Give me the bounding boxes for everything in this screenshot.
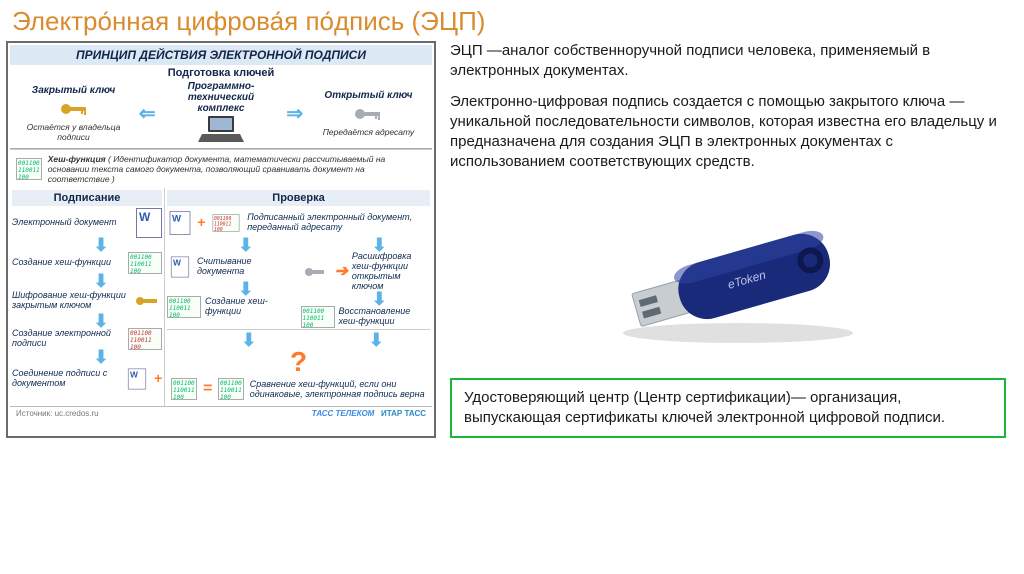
document-icon: [128, 369, 146, 390]
sign-step: Соединение подписи с документом +: [12, 364, 162, 394]
document-icon: [171, 257, 189, 278]
prep-keys-title: Подготовка ключей: [10, 65, 432, 81]
double-arrow-right-icon: ⇒: [286, 101, 303, 126]
down-arrow-icon: ⬇: [40, 239, 162, 251]
question-mark-icon: ?: [171, 346, 426, 378]
tass-telecom-logo: ТАСС ТЕЛЕКОМ: [312, 409, 375, 418]
down-arrow-icon: ⬇: [40, 275, 162, 287]
key-silver-icon: [353, 101, 383, 127]
source-label: Источник: uc.credos.ru: [16, 409, 99, 418]
compare-block: ⬇ ⬇ ? 001100 110011 100 = 001100 110011 1…: [167, 329, 430, 404]
down-arrow-icon: ⬇: [40, 315, 162, 327]
right-column: ЭЦП —аналог собственноручной подписи чел…: [436, 41, 1024, 438]
binary-icon: 001100 110011 100: [16, 158, 42, 180]
verify-step: ➔Расшифровка хеш-функции открытым ключом: [301, 252, 431, 292]
complex-box: Программно-технический комплекс: [163, 81, 278, 146]
equals-icon: =: [203, 380, 212, 398]
infographic-header: ПРИНЦИП ДЕЙСТВИЯ ЭЛЕКТРОННОЙ ПОДПИСИ: [10, 45, 432, 65]
verify-step: Считывание документа: [167, 252, 297, 282]
public-key-box: Открытый ключ Передаётся адресату: [311, 90, 426, 137]
plus-icon: +: [197, 215, 205, 230]
private-key-box: Закрытый ключ Остаётся у владельца подпи…: [16, 85, 131, 142]
two-columns: Подписание Электронный документ ⬇ Создан…: [10, 188, 432, 406]
key-gold-icon: [132, 288, 162, 314]
infographic-panel: ПРИНЦИП ДЕЙСТВИЯ ЭЛЕКТРОННОЙ ПОДПИСИ Под…: [6, 41, 436, 438]
binary-icon: 001100 110011 100: [128, 252, 162, 274]
itar-tass-logo: ИТАР ТАСС: [381, 409, 426, 418]
content-row: ПРИНЦИП ДЕЙСТВИЯ ЭЛЕКТРОННОЙ ПОДПИСИ Под…: [0, 41, 1024, 438]
verify-top: + 001100 110011 100 Подписанный электрон…: [167, 208, 430, 238]
sign-step: Шифрование хеш-функции закрытым ключом: [12, 288, 162, 314]
document-icon: [170, 211, 191, 235]
down-arrow-icon: ⬇: [329, 239, 431, 251]
key-gold-icon: [59, 96, 89, 122]
laptop-icon: [198, 114, 244, 144]
verify-column: Проверка + 001100 110011 100 Подписанный…: [165, 188, 432, 406]
cert-center-box: Удостоверяющий центр (Центр сертификации…: [450, 378, 1006, 439]
binary-red-icon: 001100 110011 100: [213, 214, 240, 232]
key-silver-icon: [301, 259, 331, 285]
paragraph-2: Электронно-цифровая подпись создается с …: [450, 92, 1006, 173]
prep-keys-section: Подготовка ключей Закрытый ключ Остаётся…: [10, 65, 432, 149]
binary-icon: 001100 110011 100: [301, 306, 335, 328]
infographic-footer: Источник: uc.credos.ru ТАСС ТЕЛЕКОМ ИТАР…: [10, 406, 432, 418]
verify-step: 001100 110011 100Создание хеш-функции: [167, 296, 297, 318]
document-icon: [136, 208, 162, 238]
compare-text: Сравнение хеш-функций, если они одинаков…: [250, 379, 426, 399]
page-title: Электро́нная цифрова́я по́дпись (ЭЦП): [0, 0, 1024, 41]
double-arrow-left-icon: ⇐: [139, 101, 156, 126]
verify-step: 001100 110011 100Восстановление хеш-функ…: [301, 306, 431, 328]
usb-token-image: eToken: [450, 183, 1006, 378]
verify-split: ⬇ Считывание документа ⬇ 001100 110011 1…: [167, 239, 430, 329]
binary-icon: 001100 110011 100: [171, 378, 197, 400]
binary-icon: 001100 110011 100: [167, 296, 201, 318]
down-arrow-icon: ⬇: [40, 351, 162, 363]
down-arrow-icon: ⬇: [329, 293, 431, 305]
right-arrow-icon: ➔: [335, 263, 348, 281]
binary-icon: 001100 110011 100: [218, 378, 244, 400]
sign-col-title: Подписание: [12, 190, 162, 206]
verify-col-title: Проверка: [167, 190, 430, 206]
down-arrow-icon: ⬇: [241, 334, 256, 346]
down-arrow-icon: ⬇: [369, 334, 384, 346]
plus-icon: +: [154, 371, 162, 386]
sign-step: Электронный документ: [12, 208, 162, 238]
sign-step: Создание электронной подписи 001100 1100…: [12, 328, 162, 350]
down-arrow-icon: ⬇: [195, 239, 297, 251]
sign-column: Подписание Электронный документ ⬇ Создан…: [10, 188, 165, 406]
binary-red-icon: 001100 110011 100: [128, 328, 162, 350]
paragraph-1: ЭЦП —аналог собственноручной подписи чел…: [450, 41, 1006, 82]
sign-step: Создание хеш-функции 001100 110011 100: [12, 252, 162, 274]
hash-note: 001100 110011 100 Хеш-функция ( Идентифи…: [10, 149, 432, 188]
down-arrow-icon: ⬇: [195, 283, 297, 295]
